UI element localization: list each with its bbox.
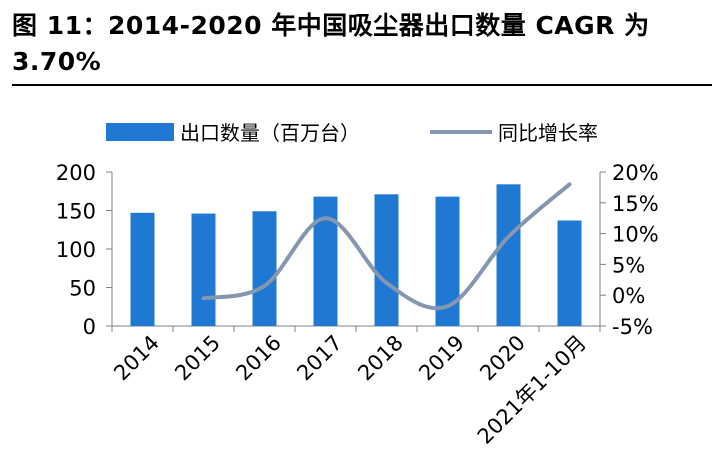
left-tick-label: 100	[56, 238, 96, 262]
axes	[106, 171, 606, 332]
category-label: 2015	[170, 331, 225, 386]
right-tick-label: 5%	[612, 253, 645, 277]
category-label: 2021年1-10月	[473, 331, 591, 449]
bar	[191, 213, 216, 326]
growth-rate-line	[201, 182, 572, 311]
bar	[496, 184, 521, 326]
left-tick-label: 150	[56, 200, 96, 224]
bar	[130, 212, 155, 326]
right-tick-label: 10%	[612, 223, 659, 247]
bars	[130, 184, 582, 326]
legend-bar-swatch	[106, 123, 174, 141]
right-tick-label: 0%	[612, 284, 645, 308]
category-label: 2014	[109, 331, 164, 386]
bar	[374, 194, 399, 326]
bar	[557, 220, 582, 326]
right-tick-label: -5%	[612, 315, 653, 339]
left-tick-label: 0	[83, 315, 96, 339]
legend-bar-label: 出口数量（百万台）	[180, 121, 360, 145]
legend: 出口数量（百万台） 同比增长率	[106, 121, 598, 145]
category-label: 2016	[231, 331, 286, 386]
bar	[313, 196, 338, 326]
growth-line-layer	[201, 182, 572, 311]
figure-title: 图 11：2014-2020 年中国吸尘器出口数量 CAGR 为 3.70%	[12, 11, 650, 76]
title-divider	[12, 84, 712, 86]
right-tick-label: 20%	[612, 161, 659, 185]
category-label: 2019	[414, 331, 469, 386]
bar	[252, 211, 277, 326]
category-label: 2017	[292, 331, 347, 386]
legend-line-label: 同比增长率	[498, 121, 598, 145]
category-label: 2020	[475, 331, 530, 386]
left-tick-label: 50	[69, 277, 96, 301]
right-tick-label: 15%	[612, 192, 659, 216]
category-label: 2018	[353, 331, 408, 386]
left-tick-label: 200	[56, 161, 96, 185]
